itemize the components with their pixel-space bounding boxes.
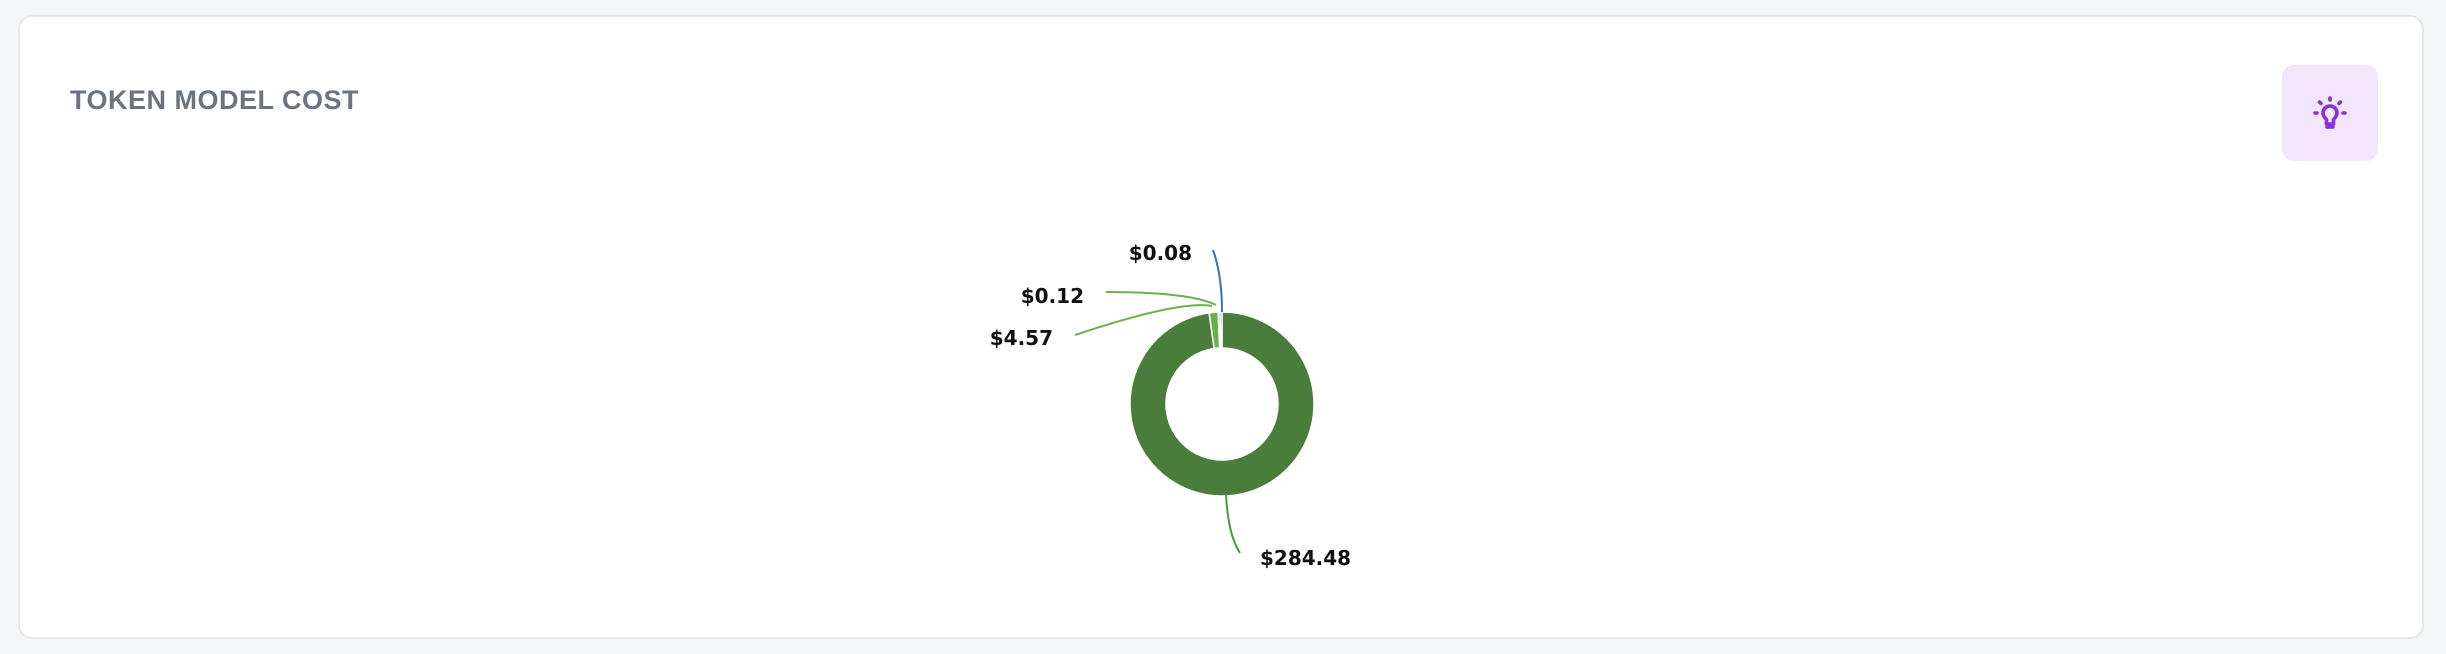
data-label: $0.12 (1021, 284, 1084, 308)
donut-slice[interactable] (1129, 311, 1315, 497)
leader-line (1074, 304, 1213, 336)
insight-button[interactable] (2282, 65, 2378, 161)
leader-line (1225, 493, 1241, 554)
data-label: $4.57 (990, 326, 1053, 350)
data-label: $284.48 (1260, 546, 1351, 570)
lightbulb-icon (2313, 96, 2347, 129)
data-label: $0.08 (1129, 241, 1192, 265)
card-title: TOKEN MODEL COST (70, 85, 360, 115)
leader-line (1212, 249, 1223, 313)
leader-line (1105, 291, 1217, 306)
donut-slice[interactable] (1219, 311, 1223, 349)
